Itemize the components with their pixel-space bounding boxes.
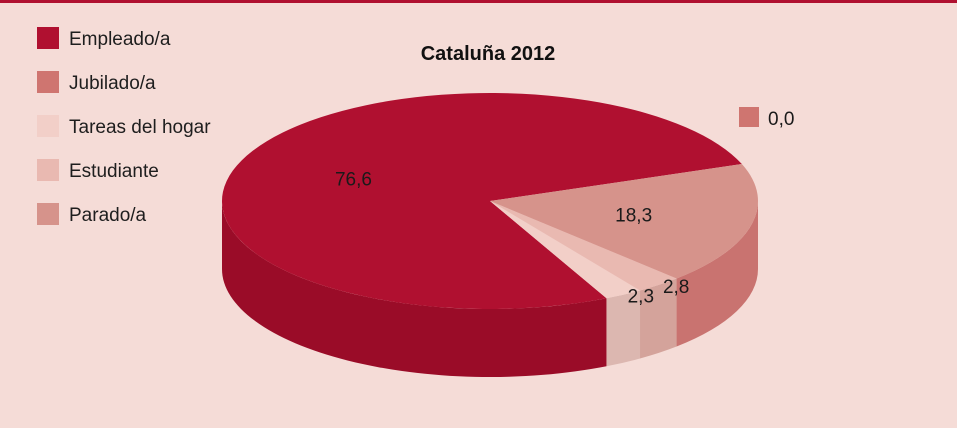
legend-swatch-empleado-a [37, 27, 59, 49]
pie-slices [221, 92, 758, 309]
pie-slice-estudiante [490, 201, 677, 291]
chart-title: Cataluña 2012 [421, 43, 556, 65]
pie-slice-tareas-del-hogar [490, 201, 641, 299]
data-labels: 76,6 0,0 2,3 2,8 18,3 [335, 107, 794, 308]
data-label-estudiante: 2,8 [663, 277, 689, 298]
pie-side-empleado-a [222, 201, 607, 377]
legend-swatch-tareas-del-hogar [37, 115, 59, 137]
data-label-swatch-jubilado-a [739, 107, 759, 127]
data-label-parado-a: 18,3 [615, 205, 652, 226]
legend-label-parado-a: Parado/a [69, 205, 147, 226]
legend-swatch-jubilado-a [37, 71, 59, 93]
legend-label-tareas-del-hogar: Tareas del hogar [69, 117, 211, 138]
pie-chart: Empleado/a Jubilado/a Tareas del hogar Estu… [37, 27, 794, 377]
legend: Empleado/a Jubilado/a Tareas del hogar Estu… [37, 27, 211, 226]
legend-label-jubilado-a: Jubilado/a [69, 73, 156, 94]
legend-swatch-parado-a [37, 203, 59, 225]
data-label-jubilado-a: 0,0 [768, 109, 794, 130]
pie-slice-empleado-a [221, 92, 742, 309]
pie-side-estudiante [640, 278, 677, 359]
legend-label-estudiante: Estudiante [69, 161, 159, 182]
data-label-empleado-a: 76,6 [335, 170, 372, 191]
pie-side-parado-a [676, 201, 758, 347]
pie-sides [222, 201, 758, 377]
data-label-tareas-del-hogar: 2,3 [628, 287, 654, 308]
pie-slice-parado-a [490, 164, 758, 279]
legend-label-empleado-a: Empleado/a [69, 29, 171, 50]
pie-side-tareas-del-hogar [606, 290, 641, 367]
legend-swatch-estudiante [37, 159, 59, 181]
